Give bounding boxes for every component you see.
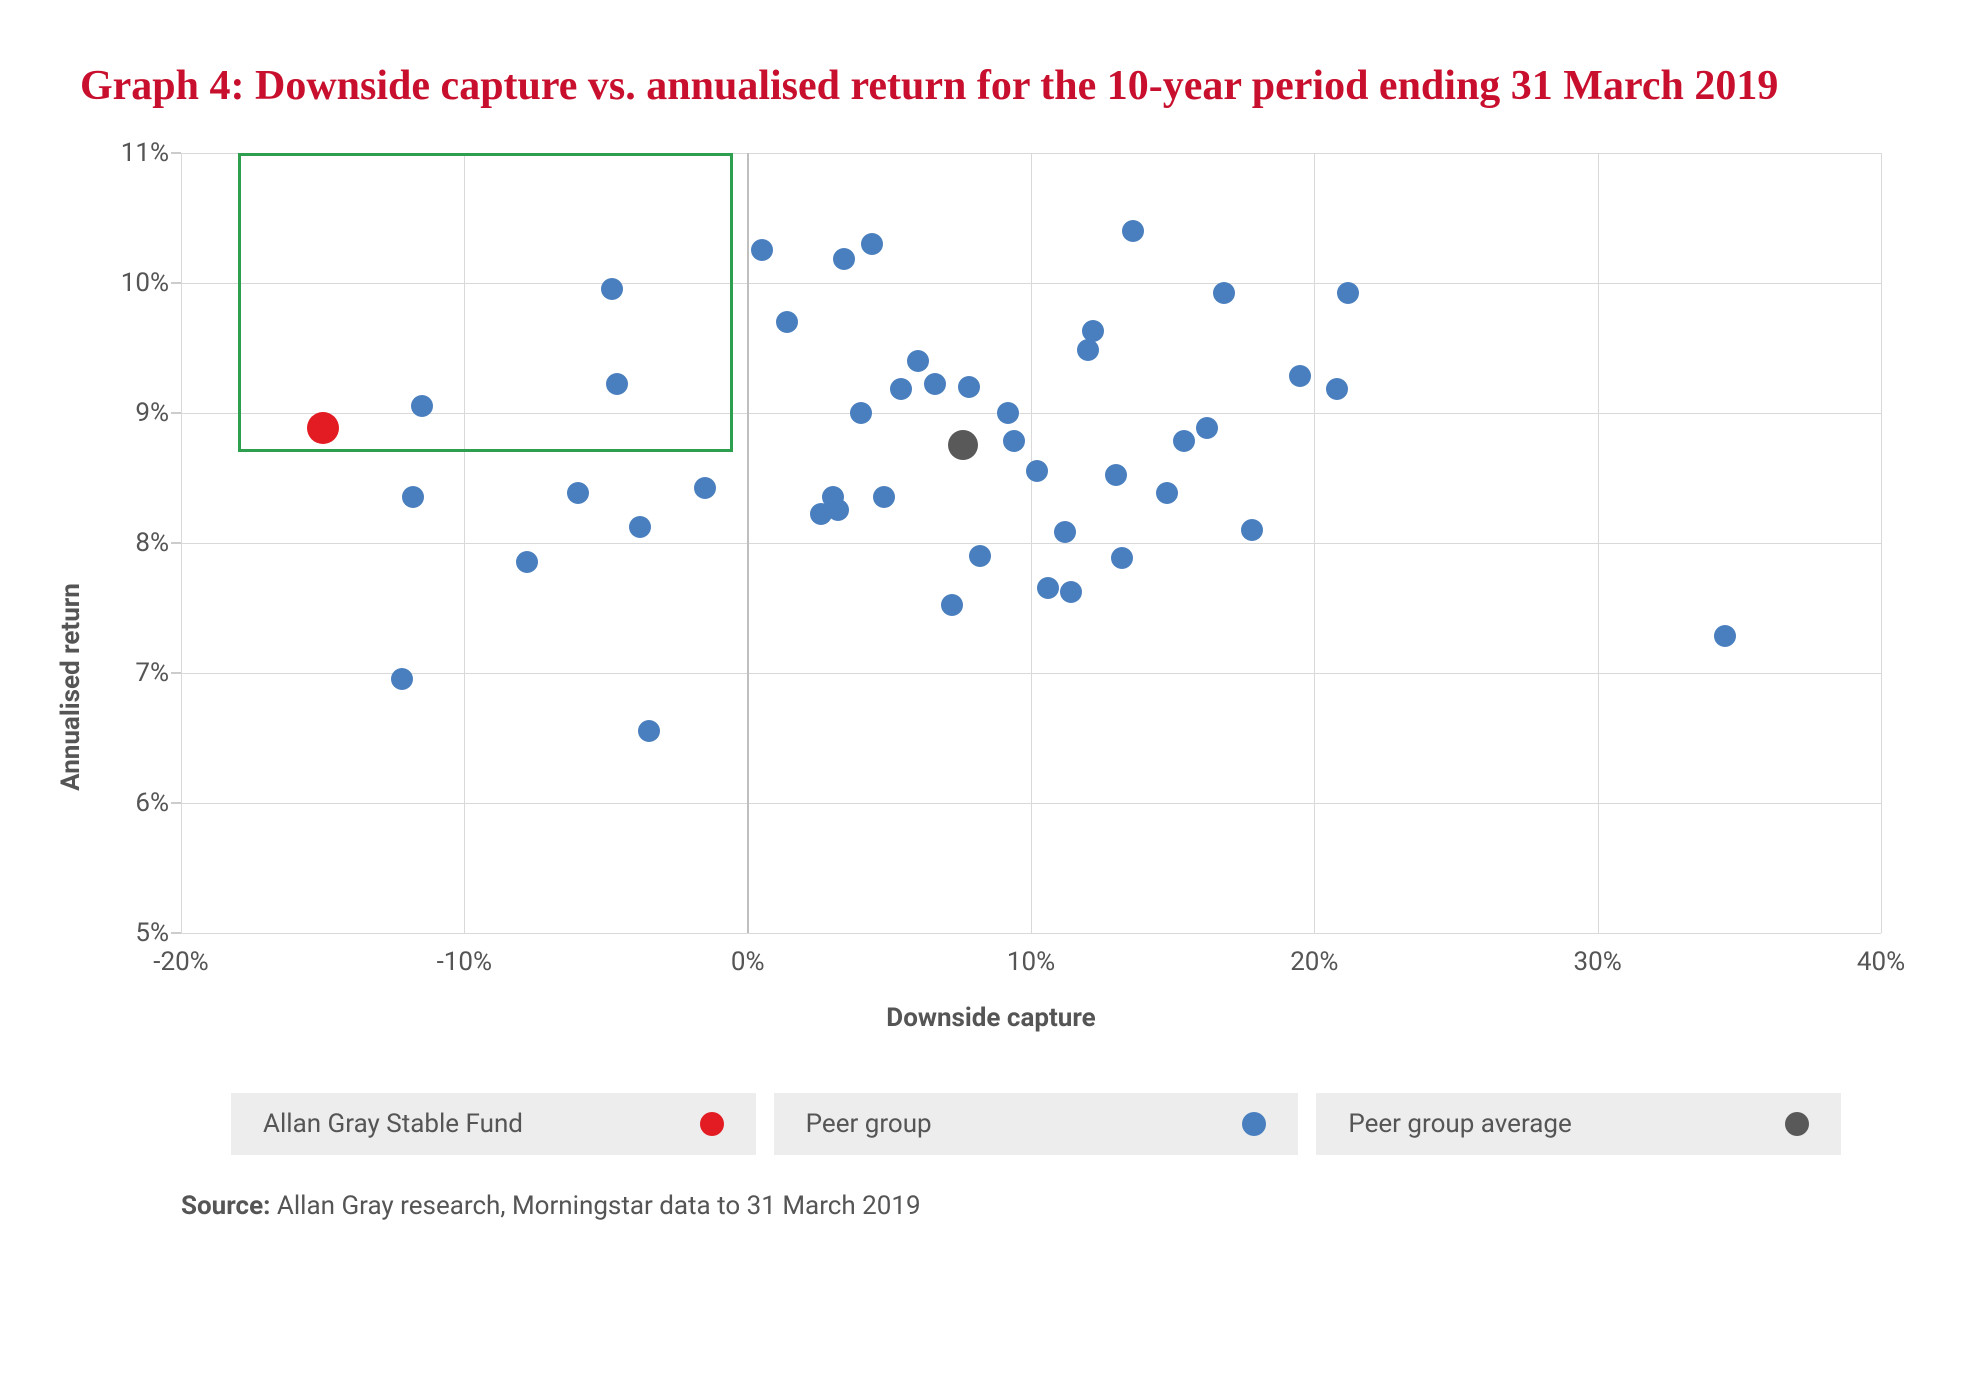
- data-point: [1105, 464, 1127, 486]
- x-tick-label: 30%: [1574, 933, 1622, 977]
- data-point: [861, 233, 883, 255]
- data-point: [833, 248, 855, 270]
- data-point: [1026, 460, 1048, 482]
- y-tick-label: 6%: [135, 788, 181, 818]
- chart-title: Graph 4: Downside capture vs. annualised…: [80, 60, 1780, 113]
- x-zero-line: [747, 153, 749, 933]
- legend-item: Peer group: [774, 1093, 1299, 1155]
- legend-label: Peer group average: [1348, 1109, 1571, 1139]
- source-text: Allan Gray research, Morningstar data to…: [270, 1191, 920, 1221]
- legend-dot-icon: [1242, 1112, 1266, 1136]
- y-axis-label: Annualised return: [56, 583, 86, 791]
- data-point: [1122, 220, 1144, 242]
- legend: Allan Gray Stable Fund Peer group Peer gro…: [141, 1093, 1841, 1155]
- data-point: [776, 311, 798, 333]
- legend-dot-icon: [1785, 1112, 1809, 1136]
- data-point: [827, 499, 849, 521]
- highlight-box: [238, 153, 734, 452]
- gridline-vertical: [1031, 153, 1032, 933]
- data-point: [1289, 365, 1311, 387]
- data-point: [873, 486, 895, 508]
- data-point: [1111, 547, 1133, 569]
- legend-item: Peer group average: [1316, 1093, 1841, 1155]
- data-point: [1337, 282, 1359, 304]
- data-point: [1196, 417, 1218, 439]
- x-tick-label: 0%: [731, 933, 765, 977]
- data-point: [402, 486, 424, 508]
- data-point: [307, 412, 339, 444]
- chart-wrap: Annualised return 5%6%7%8%9%10%11%-20%-1…: [91, 153, 1891, 1221]
- gridline-vertical: [1598, 153, 1599, 933]
- y-tick-label: 8%: [135, 528, 181, 558]
- x-tick-label: 10%: [1007, 933, 1055, 977]
- data-point: [941, 594, 963, 616]
- y-tick-label: 10%: [121, 268, 181, 298]
- data-point: [958, 376, 980, 398]
- plot-area: 5%6%7%8%9%10%11%-20%-10%0%10%20%30%40%: [181, 153, 1881, 933]
- data-point: [1060, 581, 1082, 603]
- y-tick-label: 7%: [135, 658, 181, 688]
- x-axis-label: Downside capture: [91, 1003, 1891, 1033]
- data-point: [1326, 378, 1348, 400]
- data-point: [606, 373, 628, 395]
- data-point: [391, 668, 413, 690]
- data-point: [907, 350, 929, 372]
- y-tick-label: 9%: [135, 398, 181, 428]
- data-point: [1054, 521, 1076, 543]
- data-point: [924, 373, 946, 395]
- x-tick-label: -10%: [437, 933, 492, 977]
- data-point: [850, 402, 872, 424]
- data-point: [1173, 430, 1195, 452]
- data-point: [751, 239, 773, 261]
- data-point: [694, 477, 716, 499]
- data-point: [890, 378, 912, 400]
- legend-dot-icon: [700, 1112, 724, 1136]
- y-tick-label: 11%: [121, 138, 181, 168]
- source-line: Source: Allan Gray research, Morningstar…: [181, 1191, 1891, 1221]
- gridline-vertical: [1881, 153, 1882, 933]
- legend-item: Allan Gray Stable Fund: [231, 1093, 756, 1155]
- data-point: [601, 278, 623, 300]
- data-point: [516, 551, 538, 573]
- source-prefix: Source:: [181, 1191, 270, 1221]
- data-point: [948, 430, 978, 460]
- data-point: [1241, 519, 1263, 541]
- data-point: [567, 482, 589, 504]
- gridline-vertical: [1314, 153, 1315, 933]
- data-point: [1082, 320, 1104, 342]
- gridline-vertical: [181, 153, 182, 933]
- data-point: [1037, 577, 1059, 599]
- data-point: [1714, 625, 1736, 647]
- legend-label: Peer group: [806, 1109, 932, 1139]
- data-point: [997, 402, 1019, 424]
- data-point: [969, 545, 991, 567]
- data-point: [629, 516, 651, 538]
- data-point: [1156, 482, 1178, 504]
- data-point: [411, 395, 433, 417]
- legend-label: Allan Gray Stable Fund: [263, 1109, 523, 1139]
- x-tick-label: 20%: [1290, 933, 1338, 977]
- data-point: [1077, 339, 1099, 361]
- data-point: [638, 720, 660, 742]
- x-tick-label: 40%: [1857, 933, 1905, 977]
- x-tick-label: -20%: [153, 933, 208, 977]
- data-point: [1003, 430, 1025, 452]
- figure-container: Graph 4: Downside capture vs. annualised…: [0, 0, 1982, 1380]
- data-point: [1213, 282, 1235, 304]
